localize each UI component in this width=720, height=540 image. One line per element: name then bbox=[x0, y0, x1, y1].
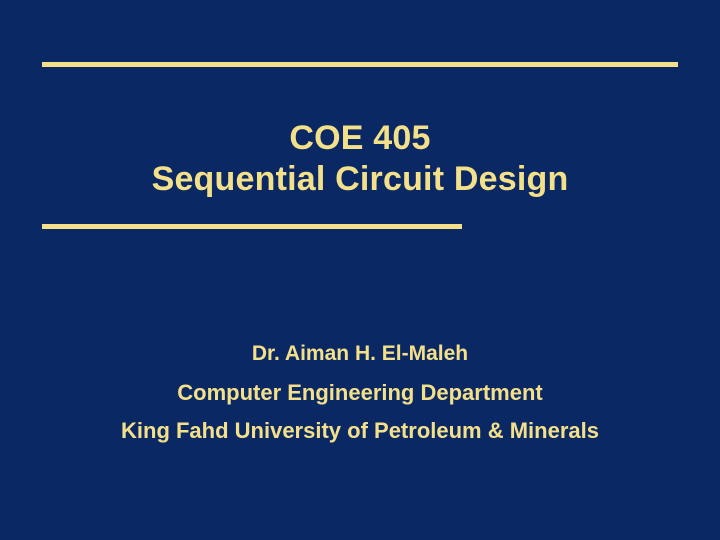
mid-divider bbox=[42, 224, 462, 229]
department: Computer Engineering Department bbox=[0, 380, 720, 406]
title-line-1: COE 405 bbox=[0, 118, 720, 159]
title-line-2: Sequential Circuit Design bbox=[0, 159, 720, 200]
university: King Fahd University of Petroleum & Mine… bbox=[0, 418, 720, 444]
slide-body: Dr. Aiman H. El-Maleh Computer Engineeri… bbox=[0, 342, 720, 444]
top-divider bbox=[42, 62, 678, 67]
slide-title: COE 405 Sequential Circuit Design bbox=[0, 118, 720, 201]
author-name: Dr. Aiman H. El-Maleh bbox=[0, 342, 720, 366]
